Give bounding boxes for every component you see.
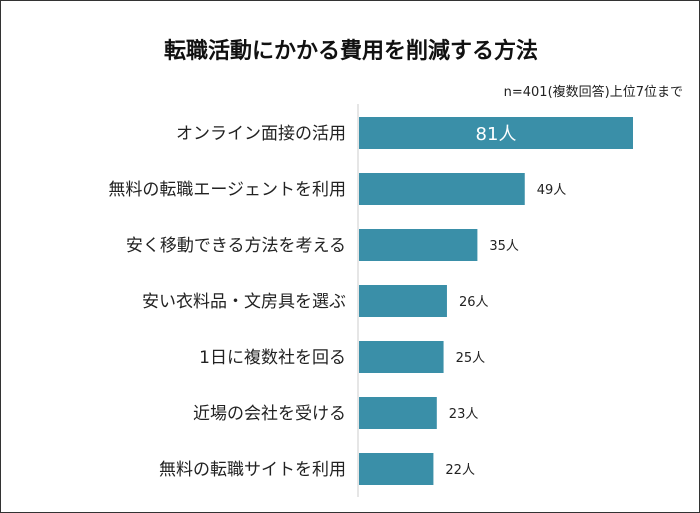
data-label: 26人 — [459, 295, 489, 310]
data-label: 25人 — [456, 351, 486, 366]
category-label: 安く移動できる方法を考える — [126, 236, 346, 256]
bar — [359, 173, 525, 205]
bar — [359, 285, 447, 317]
bar — [359, 229, 478, 261]
category-label: 安い衣料品・文房具を選ぶ — [142, 292, 346, 312]
bar — [359, 397, 437, 429]
data-label: 49人 — [537, 183, 567, 198]
bar — [359, 341, 444, 373]
chart-subtitle: n=401(複数回答)上位7位まで — [503, 85, 683, 100]
category-label: 無料の転職エージェントを利用 — [108, 180, 346, 200]
bar — [359, 117, 633, 149]
category-label: 近場の会社を受ける — [193, 404, 346, 424]
data-label: 81人 — [476, 124, 517, 145]
chart-title: 転職活動にかかる費用を削減する方法 — [163, 39, 538, 64]
data-label: 35人 — [489, 239, 519, 254]
data-label: 23人 — [449, 407, 479, 422]
data-label: 22人 — [445, 463, 475, 478]
category-label: 1日に複数社を回る — [199, 348, 346, 368]
category-label: 無料の転職サイトを利用 — [159, 460, 346, 480]
bar — [359, 453, 434, 485]
category-label: オンライン面接の活用 — [176, 124, 346, 144]
